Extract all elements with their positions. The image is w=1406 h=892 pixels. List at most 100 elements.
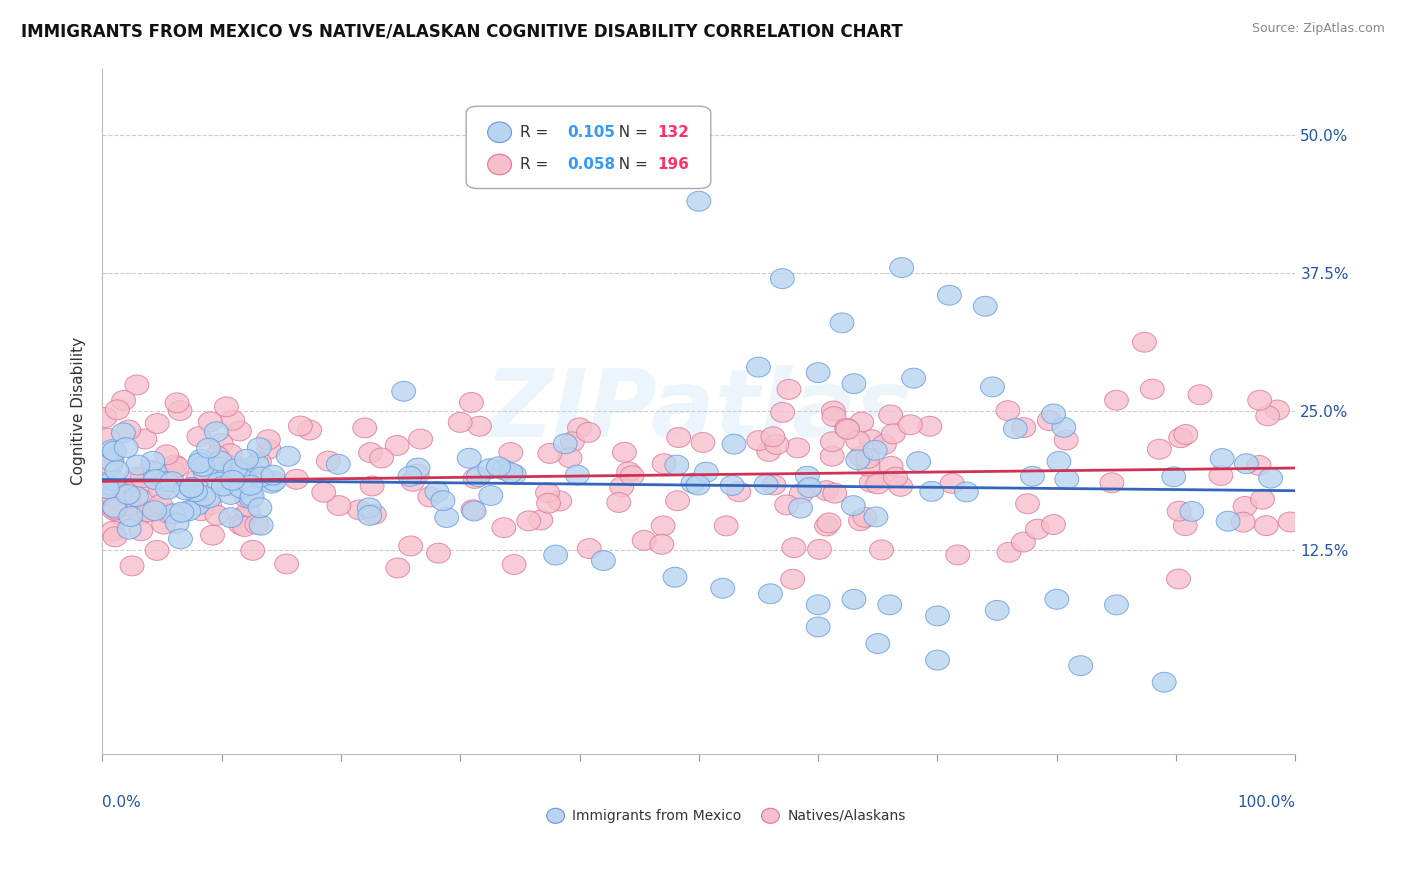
- Ellipse shape: [1140, 379, 1164, 399]
- Ellipse shape: [460, 392, 484, 412]
- Ellipse shape: [1232, 512, 1256, 533]
- Ellipse shape: [778, 379, 801, 400]
- Ellipse shape: [1153, 673, 1177, 692]
- Ellipse shape: [208, 451, 232, 471]
- Ellipse shape: [134, 429, 156, 449]
- Ellipse shape: [162, 461, 186, 481]
- Ellipse shape: [1188, 384, 1212, 405]
- Ellipse shape: [239, 475, 263, 495]
- Ellipse shape: [1012, 417, 1036, 438]
- Ellipse shape: [100, 456, 124, 475]
- Ellipse shape: [432, 491, 456, 510]
- Ellipse shape: [103, 527, 127, 547]
- Ellipse shape: [820, 432, 844, 451]
- Text: IMMIGRANTS FROM MEXICO VS NATIVE/ALASKAN COGNITIVE DISABILITY CORRELATION CHART: IMMIGRANTS FROM MEXICO VS NATIVE/ALASKAN…: [21, 22, 903, 40]
- Ellipse shape: [835, 418, 859, 438]
- Ellipse shape: [807, 540, 831, 559]
- Ellipse shape: [853, 508, 877, 527]
- Ellipse shape: [103, 500, 127, 520]
- Ellipse shape: [789, 483, 813, 503]
- Ellipse shape: [156, 503, 180, 523]
- Ellipse shape: [221, 470, 245, 491]
- Ellipse shape: [1004, 418, 1028, 439]
- Ellipse shape: [1105, 391, 1129, 410]
- Ellipse shape: [849, 412, 873, 432]
- Ellipse shape: [1167, 501, 1191, 521]
- FancyBboxPatch shape: [467, 106, 711, 188]
- Ellipse shape: [180, 478, 204, 498]
- Ellipse shape: [247, 498, 271, 517]
- Ellipse shape: [114, 438, 138, 458]
- Ellipse shape: [124, 467, 148, 487]
- Ellipse shape: [859, 473, 883, 492]
- Ellipse shape: [219, 508, 243, 527]
- Ellipse shape: [652, 454, 676, 474]
- Ellipse shape: [554, 434, 578, 454]
- Ellipse shape: [215, 397, 239, 417]
- Ellipse shape: [681, 473, 704, 493]
- Ellipse shape: [401, 471, 425, 491]
- Ellipse shape: [529, 510, 553, 530]
- Ellipse shape: [236, 502, 260, 522]
- Ellipse shape: [925, 650, 949, 670]
- Ellipse shape: [578, 539, 602, 558]
- Ellipse shape: [946, 545, 970, 565]
- Ellipse shape: [1025, 519, 1049, 539]
- Ellipse shape: [245, 454, 269, 474]
- Ellipse shape: [920, 482, 943, 501]
- Ellipse shape: [856, 449, 880, 468]
- Ellipse shape: [155, 472, 179, 491]
- Ellipse shape: [879, 405, 903, 425]
- Ellipse shape: [165, 513, 188, 533]
- Ellipse shape: [312, 483, 336, 502]
- Ellipse shape: [620, 466, 644, 485]
- Ellipse shape: [198, 495, 222, 515]
- Ellipse shape: [723, 434, 747, 454]
- Ellipse shape: [263, 471, 285, 491]
- Ellipse shape: [502, 555, 526, 574]
- Ellipse shape: [806, 363, 830, 383]
- Ellipse shape: [262, 466, 285, 485]
- Ellipse shape: [1042, 515, 1066, 534]
- Ellipse shape: [249, 516, 273, 535]
- Ellipse shape: [96, 428, 120, 448]
- Ellipse shape: [208, 450, 232, 470]
- Ellipse shape: [650, 534, 673, 554]
- Ellipse shape: [488, 154, 512, 175]
- Ellipse shape: [125, 487, 149, 507]
- Ellipse shape: [786, 438, 810, 458]
- Ellipse shape: [866, 474, 890, 494]
- Ellipse shape: [720, 475, 744, 495]
- Ellipse shape: [814, 481, 838, 500]
- Ellipse shape: [426, 543, 450, 563]
- Ellipse shape: [617, 462, 641, 482]
- Ellipse shape: [1021, 467, 1045, 486]
- Ellipse shape: [118, 507, 142, 526]
- Ellipse shape: [360, 476, 384, 496]
- Ellipse shape: [925, 606, 949, 626]
- Ellipse shape: [152, 514, 176, 534]
- Ellipse shape: [797, 478, 821, 498]
- Ellipse shape: [848, 511, 872, 531]
- Ellipse shape: [859, 430, 883, 450]
- Ellipse shape: [145, 414, 169, 434]
- Ellipse shape: [463, 501, 486, 521]
- Ellipse shape: [111, 423, 135, 442]
- Ellipse shape: [846, 450, 870, 470]
- Ellipse shape: [245, 515, 269, 534]
- Ellipse shape: [298, 420, 322, 440]
- Ellipse shape: [1247, 391, 1271, 410]
- Ellipse shape: [907, 451, 931, 472]
- Ellipse shape: [117, 496, 141, 516]
- Text: N =: N =: [609, 125, 652, 140]
- Ellipse shape: [882, 424, 905, 444]
- Ellipse shape: [260, 474, 284, 493]
- Ellipse shape: [1180, 501, 1204, 521]
- Ellipse shape: [879, 457, 903, 476]
- Ellipse shape: [727, 482, 751, 501]
- Ellipse shape: [877, 595, 901, 615]
- Ellipse shape: [249, 467, 273, 487]
- Ellipse shape: [111, 391, 135, 410]
- Ellipse shape: [205, 506, 229, 525]
- Ellipse shape: [131, 490, 155, 510]
